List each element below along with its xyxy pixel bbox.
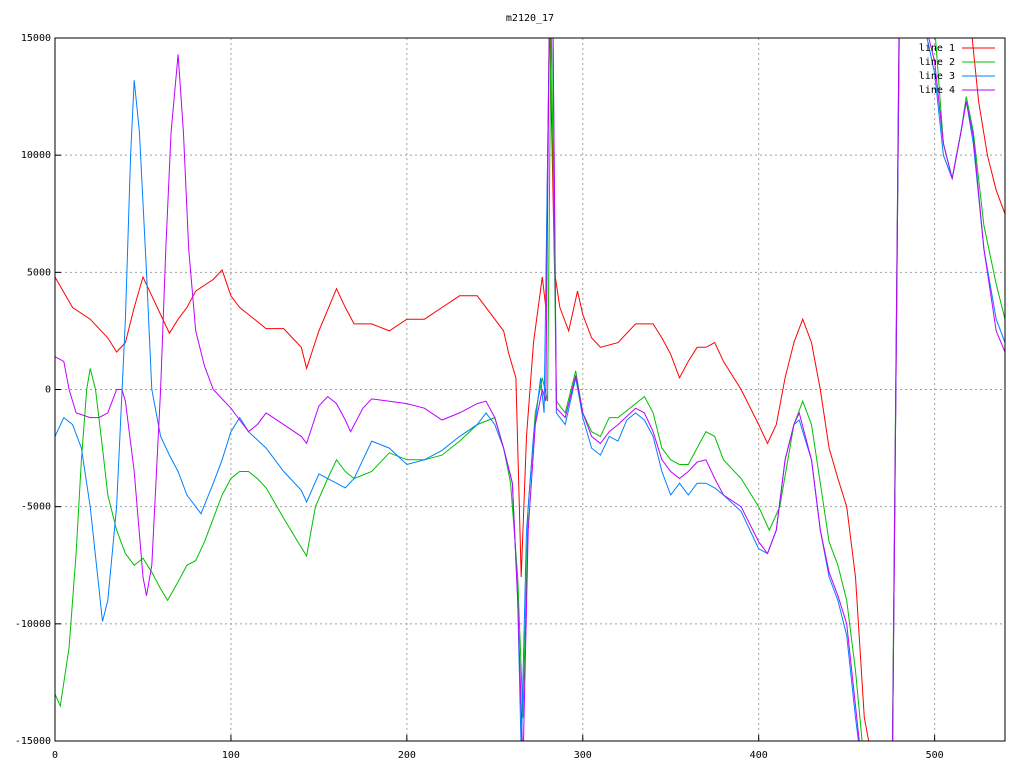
x-tick-label: 300 [574, 750, 592, 761]
y-tick-label: 5000 [27, 267, 51, 278]
series-line [55, 38, 1005, 741]
plot-border [54, 37, 1006, 742]
legend-label: line 1 [919, 43, 955, 54]
x-tick-label: 500 [926, 750, 944, 761]
y-tick-label: 15000 [21, 33, 51, 44]
y-tick-label: -10000 [15, 619, 51, 630]
series-line [55, 38, 1005, 741]
y-tick-label: 0 [45, 385, 51, 396]
x-tick-label: 100 [222, 750, 240, 761]
legend-label: line 4 [919, 85, 955, 96]
y-tick-label: -5000 [21, 502, 51, 513]
series-line [55, 38, 1005, 741]
y-tick-label: 10000 [21, 150, 51, 161]
legend: line 1 line 2 line 3 line 4 [919, 43, 995, 96]
x-tick-label: 200 [398, 750, 416, 761]
x-tick-label: 400 [750, 750, 768, 761]
chart-title: m2120_17 [506, 13, 554, 24]
legend-label: line 3 [919, 71, 955, 82]
grid: -15000 -10000 -5000 0 5000 10000 15000 0 100 200 3… [15, 33, 1005, 761]
x-tick-label: 0 [52, 750, 58, 761]
legend-label: line 2 [919, 57, 955, 68]
y-tick-label: -15000 [15, 736, 51, 747]
plot-area [55, 38, 1005, 741]
